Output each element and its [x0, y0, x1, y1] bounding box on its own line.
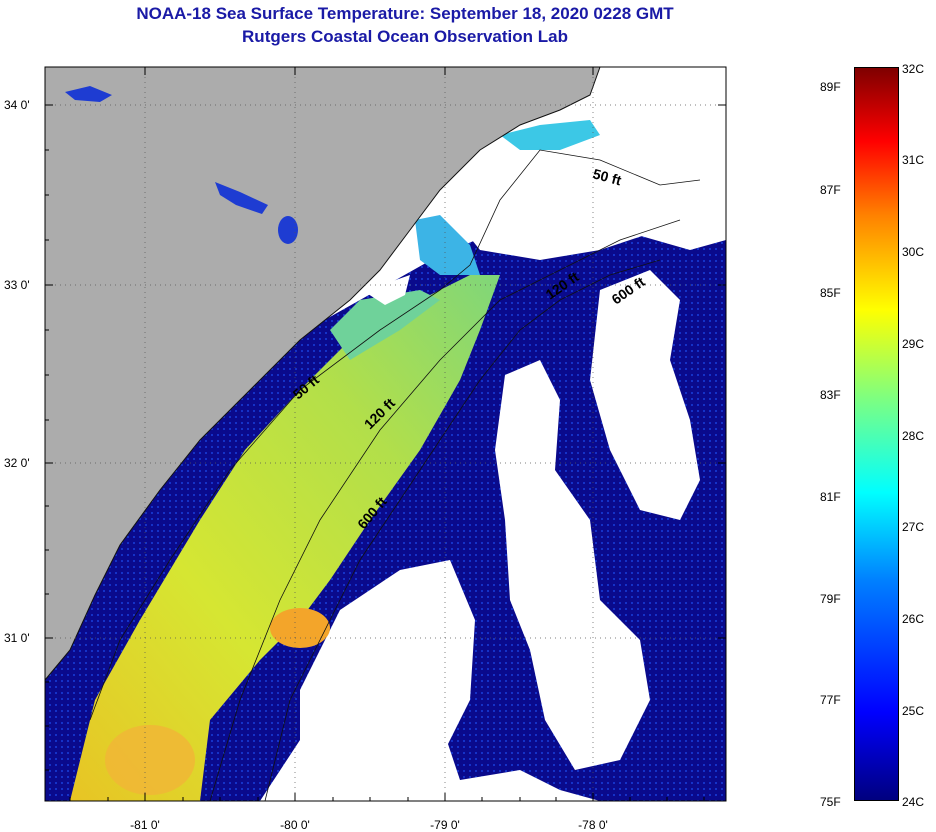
contour-label: 50 ft	[591, 165, 623, 188]
lon-label: -79 0'	[430, 818, 460, 832]
warm-spot	[105, 725, 195, 795]
colorbar-c-label: 28C	[902, 429, 925, 443]
colorbar-c-label: 29C	[902, 337, 925, 351]
cloud-patch	[590, 270, 700, 520]
contour-120ft	[209, 219, 681, 802]
colorbar-f-label: 85F	[820, 286, 841, 300]
colorbar-f-label: 81F	[820, 490, 841, 504]
chart-subtitle: Rutgers Coastal Ocean Observation Lab	[242, 27, 568, 46]
lon-label: -81 0'	[130, 818, 160, 832]
contour-50ft	[89, 149, 701, 721]
colorbar-c-label: 25C	[902, 704, 925, 718]
colorbar-c-label: 26C	[902, 612, 925, 626]
lat-label: 32 0'	[4, 456, 30, 470]
lon-label: -80 0'	[280, 818, 310, 832]
inland-lake	[215, 182, 268, 214]
colorbar-c-label: 27C	[902, 520, 925, 534]
cloud-patch	[495, 360, 650, 770]
nearshore-patch	[330, 290, 440, 360]
colorbar-f-label: 87F	[820, 183, 841, 197]
cloud-patch	[300, 560, 475, 801]
warm-water-band	[70, 275, 500, 801]
cloud-patch	[365, 275, 410, 305]
cloud-patch	[440, 160, 660, 260]
colorbar-c-label: 31C	[902, 153, 925, 167]
temperature-colorbar	[854, 67, 899, 801]
graticule	[45, 67, 726, 801]
colorbar-c-label: 24C	[902, 795, 925, 809]
colorbar-f-label: 77F	[820, 693, 841, 707]
colorbar-f-label: 83F	[820, 388, 841, 402]
colorbar-f-label: 79F	[820, 592, 841, 606]
colorbar-c-label: 32C	[902, 62, 925, 76]
colorbar-f-label: 75F	[820, 795, 841, 809]
lat-label: 31 0'	[4, 631, 30, 645]
land-area	[45, 67, 600, 680]
coastline	[44, 66, 601, 681]
warm-spot	[270, 608, 330, 648]
nearshore-patch	[415, 215, 480, 275]
ticks	[45, 67, 726, 801]
nearshore-patch	[500, 120, 600, 150]
inland-lake	[278, 216, 298, 244]
lon-label: -78 0'	[578, 818, 608, 832]
map-border	[44, 66, 727, 802]
colorbar-f-label: 89F	[820, 80, 841, 94]
colorbar-c-label: 30C	[902, 245, 925, 259]
inland-lake	[65, 86, 112, 102]
contour-600ft	[264, 259, 661, 802]
chart-title: NOAA-18 Sea Surface Temperature: Septemb…	[136, 4, 674, 23]
lat-label: 34 0'	[4, 98, 30, 112]
lat-label: 33 0'	[4, 278, 30, 292]
